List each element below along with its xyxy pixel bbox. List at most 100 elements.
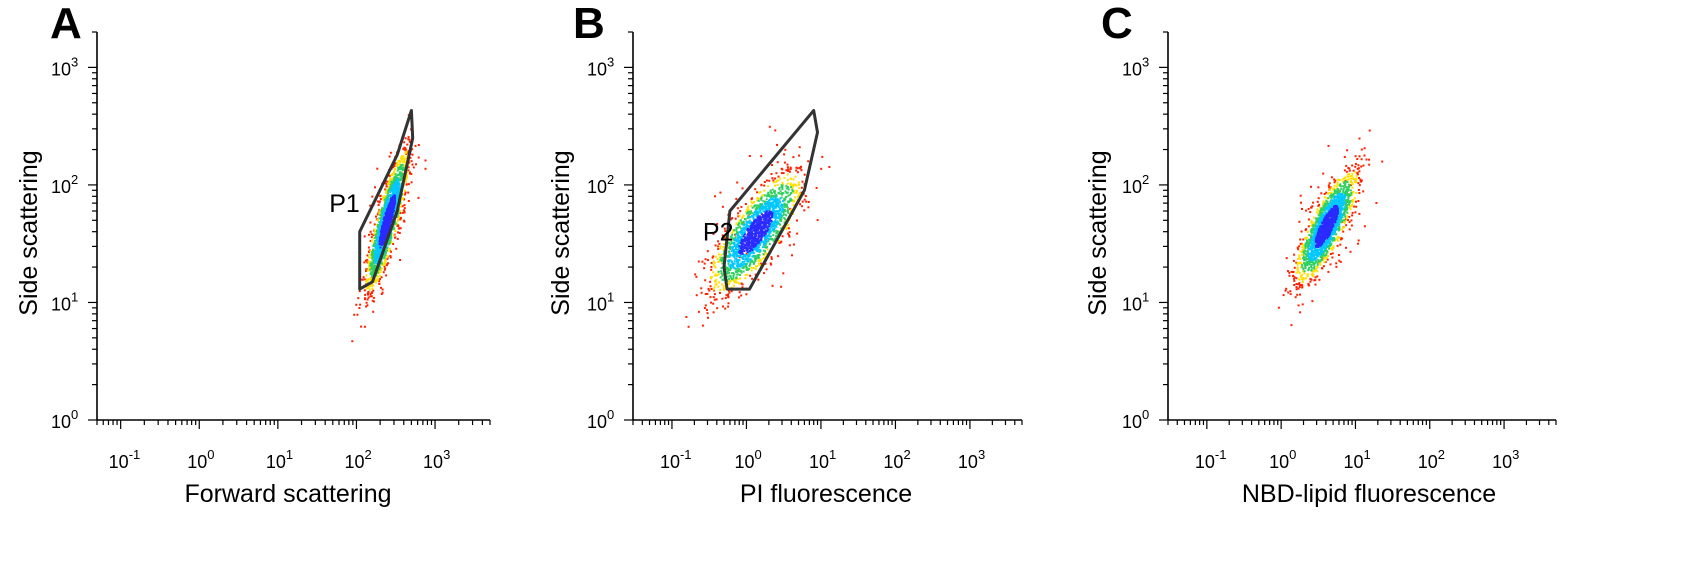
event-point [374,265,377,268]
event-point [747,238,750,241]
event-point [776,143,778,146]
event-point [396,180,399,183]
event-point [764,251,767,254]
event-point [757,197,760,200]
event-point [735,243,738,246]
event-point [1355,177,1358,180]
event-point [1336,237,1339,240]
event-point [375,245,378,248]
event-point [1325,257,1328,259]
event-point [719,245,722,248]
event-point [1320,192,1323,195]
event-point [373,280,376,283]
event-point [769,205,772,208]
event-point [748,240,751,243]
event-point [1299,311,1302,314]
event-point [736,266,739,269]
event-point [732,230,735,233]
event-point [411,148,414,151]
event-point [753,204,756,207]
event-point [710,268,713,271]
x-tick-label: 100 [734,447,761,472]
event-point [1350,219,1353,222]
event-point [1295,283,1298,285]
event-point [739,239,742,242]
event-point [424,167,427,170]
event-point [399,203,402,205]
event-point [1325,249,1328,252]
event-point [1341,226,1344,229]
event-point [407,200,410,202]
event-point [792,178,795,181]
event-point [729,259,732,262]
event-point [379,278,381,280]
event-point [710,277,712,280]
event-point [1300,275,1303,278]
event-point [1311,257,1313,260]
event-point [363,235,366,238]
event-point [765,198,768,201]
event-point [1340,237,1343,240]
event-point [746,259,749,262]
event-point [369,204,372,207]
event-point [732,277,735,280]
event-point [749,241,752,244]
event-point [367,278,370,281]
event-point [1295,288,1298,291]
event-point [776,205,779,208]
event-point [1310,224,1313,227]
event-point [370,295,373,298]
event-point [739,219,742,222]
event-point [783,197,786,200]
event-point [1302,255,1305,258]
event-point [1323,196,1326,199]
event-point [728,271,731,274]
event-point [713,298,716,301]
event-point [373,259,376,262]
event-point [780,196,783,199]
event-point [750,228,753,231]
event-point [370,233,373,236]
event-point [738,274,741,276]
event-point [373,223,376,226]
event-point [768,243,771,245]
gate-p2-polygon[interactable] [722,109,819,291]
event-point [737,212,740,215]
event-point [749,238,752,241]
event-point [787,169,790,172]
event-point [729,279,732,282]
gate-p1-polygon[interactable] [358,109,415,291]
event-point [768,193,771,196]
event-point [1298,254,1301,257]
event-point [736,232,738,234]
event-point [1310,232,1313,235]
event-point [741,233,744,236]
event-point [1324,254,1327,257]
event-point [755,225,757,228]
event-point [768,212,771,214]
panel-b-data: P2 [685,109,831,328]
event-point [756,199,759,202]
event-point [1321,267,1324,270]
event-point [369,293,372,296]
event-point [763,237,766,240]
event-point [1351,211,1354,214]
event-point [738,268,741,271]
event-point [784,148,787,151]
event-point [1350,199,1353,202]
event-point [396,219,399,222]
event-point [763,189,766,192]
event-point [1334,233,1337,236]
event-point [732,275,735,277]
event-point [744,258,747,261]
event-point [714,266,717,269]
event-point [404,193,406,196]
event-point [391,177,394,180]
event-point [396,237,399,240]
event-point [1351,164,1354,167]
event-point [747,225,750,228]
event-point [766,214,768,217]
event-point [1302,251,1305,254]
event-point [1292,271,1295,273]
event-point [1311,228,1314,231]
